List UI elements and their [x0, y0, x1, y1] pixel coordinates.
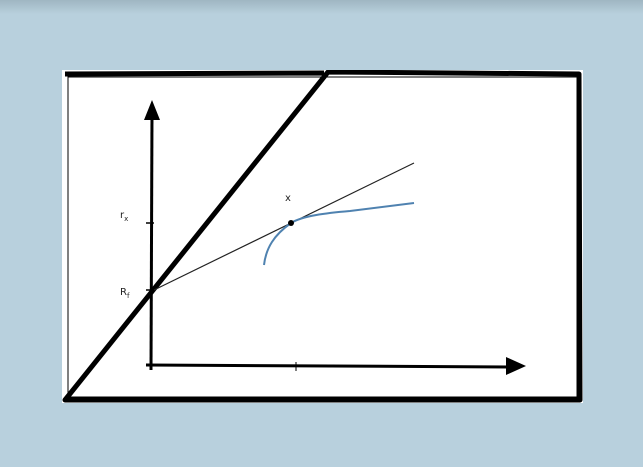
y-axis [149, 111, 154, 371]
point-label: x [285, 193, 291, 204]
rf-label-sub: f [127, 292, 130, 300]
rx-label-main: r [120, 210, 125, 221]
rf-label-main: R [120, 287, 127, 298]
x-axis [145, 363, 513, 369]
y-axis-arrowhead [144, 100, 160, 120]
frame-border [62, 70, 583, 403]
tangent-line [153, 162, 415, 291]
tangency-point [288, 220, 294, 226]
diagram-canvas: x rx Rf [62, 70, 583, 403]
frontier-curve [263, 202, 415, 266]
rf-label: Rf [120, 287, 130, 300]
rx-label: rx [120, 210, 128, 223]
diagram-card: x rx Rf [62, 70, 583, 403]
window-top-shade [0, 0, 643, 14]
frame-inner-line [67, 76, 578, 398]
rx-label-sub: x [124, 215, 128, 223]
x-axis-arrowhead [506, 357, 526, 375]
